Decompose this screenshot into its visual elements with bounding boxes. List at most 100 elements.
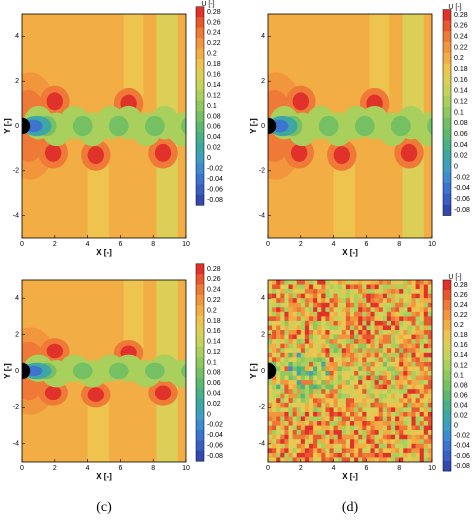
noise-cell — [313, 389, 318, 395]
noise-cell — [300, 425, 306, 431]
noise-cell — [268, 298, 273, 304]
noise-cell — [288, 448, 293, 454]
noise-cell — [366, 348, 371, 354]
noise-cell — [300, 416, 306, 422]
noise-cell — [358, 411, 363, 417]
noise-cell — [317, 402, 322, 408]
noise-cell — [313, 366, 318, 372]
noise-cell — [419, 371, 425, 376]
noise-cell — [423, 416, 429, 422]
noise-cell — [276, 361, 281, 367]
x-axis-label: X [-] — [342, 472, 358, 481]
noise-cell — [419, 452, 425, 458]
colorbar-cell — [443, 279, 451, 291]
noise-cell — [395, 284, 400, 290]
noise-cell — [362, 389, 367, 395]
noise-cell — [284, 380, 289, 385]
noise-cell — [358, 393, 363, 399]
noise-cell — [304, 293, 310, 299]
noise-cell — [325, 320, 330, 326]
noise-cell — [350, 457, 355, 462]
noise-cell — [325, 366, 330, 372]
noise-cell — [345, 393, 351, 399]
noise-cell — [423, 361, 429, 367]
noise-cell — [329, 361, 334, 367]
noise-cell — [268, 389, 273, 395]
noise-cell — [366, 320, 371, 326]
noise-cell — [272, 348, 277, 354]
noise-cell — [415, 311, 420, 317]
noise-cell — [386, 311, 392, 317]
noise-cell — [329, 389, 334, 395]
noise-cell — [321, 416, 326, 422]
noise-cell — [300, 443, 306, 449]
colorbar-tick-label: -0.04 — [207, 176, 223, 183]
noise-cell — [309, 411, 314, 417]
noise-cell — [300, 393, 306, 399]
noise-cell — [304, 320, 310, 326]
cylinder — [268, 362, 277, 380]
noise-cell — [325, 393, 330, 399]
noise-cell — [366, 371, 371, 376]
noise-cell — [411, 425, 416, 431]
noise-cell — [399, 330, 404, 335]
noise-cell — [370, 320, 375, 326]
noise-cell — [427, 389, 432, 395]
colorbar-tick-label: 0.28 — [454, 282, 468, 289]
noise-cell — [407, 380, 412, 385]
noise-cell — [358, 389, 363, 395]
noise-cell — [386, 371, 392, 376]
noise-cell — [313, 348, 318, 354]
noise-cell — [325, 316, 330, 322]
noise-cell — [350, 284, 355, 290]
noise-cell — [427, 371, 432, 376]
noise-cell — [300, 330, 306, 335]
noise-cell — [358, 289, 363, 294]
noise-cell — [337, 352, 343, 358]
noise-cell — [370, 434, 375, 440]
noise-cell — [341, 457, 347, 462]
noise-cell — [313, 416, 318, 422]
noise-cell — [370, 357, 375, 363]
noise-cell — [268, 384, 273, 390]
noise-cell — [419, 334, 425, 340]
noise-cell — [345, 361, 351, 367]
noise-cell — [374, 457, 379, 462]
noise-cell — [325, 407, 330, 413]
noise-cell — [280, 439, 285, 445]
noise-cell — [403, 316, 408, 322]
noise-cell — [288, 443, 293, 449]
noise-cell — [407, 320, 412, 326]
noise-cell — [350, 293, 355, 299]
noise-cell — [427, 293, 432, 299]
noise-cell — [300, 334, 306, 340]
colorbar-cell — [196, 378, 204, 389]
colorbar-tick-label: 0.22 — [454, 44, 468, 51]
colorbar-tick-label: -0.02 — [454, 433, 470, 440]
noise-cell — [296, 448, 302, 454]
noise-cell — [399, 384, 404, 390]
colorbar-tick-label: 0.08 — [207, 370, 221, 377]
noise-cell — [391, 421, 396, 426]
noise-cell — [345, 284, 351, 290]
noise-cell — [337, 416, 343, 422]
noise-cell — [288, 302, 293, 308]
noise-cell — [350, 434, 355, 440]
noise-cell — [419, 375, 425, 381]
y-tick-label: 4 — [261, 295, 265, 302]
noise-cell — [284, 330, 289, 335]
noise-cell — [374, 452, 379, 458]
field — [22, 280, 186, 462]
noise-cell — [427, 343, 432, 349]
noise-cell — [423, 284, 429, 290]
noise-cell — [272, 425, 277, 431]
noise-cell — [288, 393, 293, 399]
noise-cell — [341, 452, 347, 458]
noise-cell — [288, 402, 293, 408]
noise-cell — [395, 430, 400, 435]
noise-cell — [284, 352, 289, 358]
noise-cell — [370, 307, 375, 313]
noise-cell — [354, 352, 359, 358]
noise-cell — [284, 339, 289, 344]
noise-cell — [411, 389, 416, 395]
